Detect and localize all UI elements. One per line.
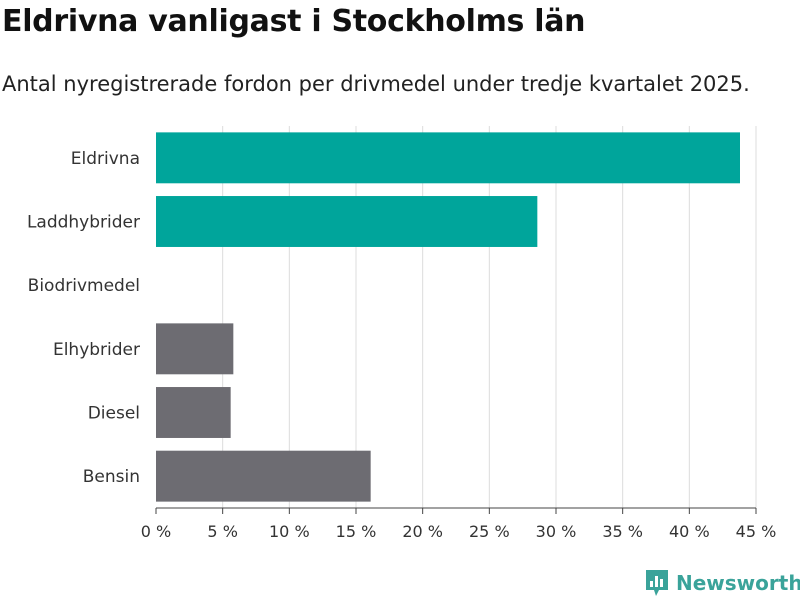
bar — [156, 387, 231, 438]
x-tick-label: 40 % — [669, 522, 710, 541]
bar — [156, 450, 371, 502]
bar — [156, 132, 740, 184]
category-label: Elhybrider — [53, 340, 140, 360]
category-label: Diesel — [88, 404, 140, 424]
bar — [156, 196, 538, 247]
chart-subtitle: Antal nyregistrerade fordon per drivmede… — [2, 72, 750, 96]
brand-name: Newsworthy — [676, 571, 800, 595]
bar-chart: Eldrivna Laddhybrider Biodrivmedel Elhybrid… — [27, 126, 777, 541]
x-tick-label: 0 % — [141, 522, 171, 541]
category-label: Bensin — [83, 467, 140, 487]
x-tick-label: 10 % — [269, 522, 310, 541]
newsworthy-logo: Newsworthy — [644, 568, 800, 598]
newsworthy-logo-icon — [646, 570, 668, 596]
category-label: Eldrivna — [71, 149, 140, 169]
x-tick-label: 45 % — [736, 522, 777, 541]
chart-title: Eldrivna vanligast i Stockholms län — [2, 4, 586, 39]
x-tick-label: 15 % — [336, 522, 377, 541]
x-tick-label: 35 % — [602, 522, 643, 541]
x-tick-label: 20 % — [402, 522, 443, 541]
x-tick-label: 5 % — [207, 522, 237, 541]
bar — [156, 323, 234, 375]
category-label: Laddhybrider — [27, 213, 140, 233]
x-tick-label: 25 % — [469, 522, 510, 541]
x-tick-label: 30 % — [536, 522, 577, 541]
category-label: Biodrivmedel — [28, 276, 140, 296]
